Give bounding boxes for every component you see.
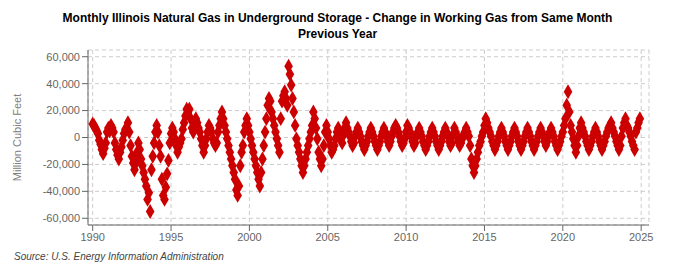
svg-text:40,000: 40,000 xyxy=(46,78,80,90)
svg-text:-60,000: -60,000 xyxy=(43,212,80,224)
svg-text:-20,000: -20,000 xyxy=(43,158,80,170)
svg-text:2010: 2010 xyxy=(394,231,418,243)
svg-text:2020: 2020 xyxy=(551,231,575,243)
svg-text:2000: 2000 xyxy=(237,231,261,243)
svg-text:2005: 2005 xyxy=(316,231,340,243)
html-text:Source: U.S. Energy Informatio: Source: U.S. Energy Information Administ… xyxy=(14,251,224,262)
html-text:Monthly Illinois Natural Gas i: Monthly Illinois Natural Gas in Undergro… xyxy=(62,11,613,41)
svg-text:20,000: 20,000 xyxy=(46,104,80,116)
svg-text:2015: 2015 xyxy=(472,231,496,243)
svg-text:1990: 1990 xyxy=(80,231,104,243)
svg-text:Million Cubic Feet: Million Cubic Feet xyxy=(11,94,23,181)
svg-text:2025: 2025 xyxy=(629,231,653,243)
svg-text:0: 0 xyxy=(74,131,80,143)
svg-text:60,000: 60,000 xyxy=(46,51,80,63)
svg-text:1995: 1995 xyxy=(159,231,183,243)
svg-text:-40,000: -40,000 xyxy=(43,185,80,197)
